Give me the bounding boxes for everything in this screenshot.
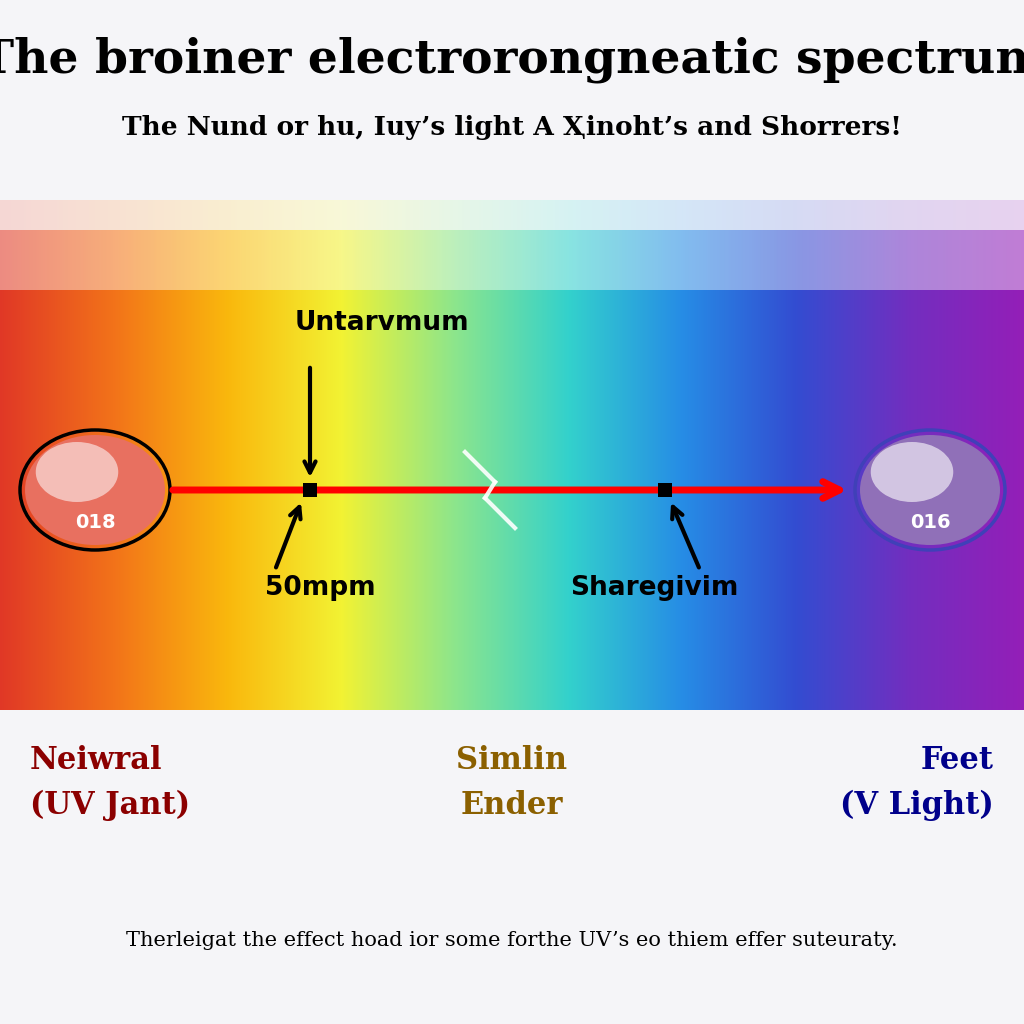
Text: 016: 016 bbox=[909, 512, 950, 531]
Text: (UV Jant): (UV Jant) bbox=[30, 790, 190, 821]
Text: 018: 018 bbox=[75, 512, 116, 531]
Text: The broiner electrorongneatic spectrum: The broiner electrorongneatic spectrum bbox=[0, 37, 1024, 83]
Text: Sharegivim: Sharegivim bbox=[570, 575, 738, 601]
Text: 50mpm: 50mpm bbox=[265, 575, 376, 601]
Text: Simlin: Simlin bbox=[457, 745, 567, 776]
Text: Untarvmum: Untarvmum bbox=[295, 310, 470, 336]
Bar bbox=[303, 483, 317, 497]
Text: Feet: Feet bbox=[921, 745, 994, 776]
Text: The Nund or hu, Iuy’s light A Ҳinoht’s and Shorrers!: The Nund or hu, Iuy’s light A Ҳinoht’s a… bbox=[122, 116, 902, 140]
Bar bbox=[658, 483, 672, 497]
Ellipse shape bbox=[36, 442, 118, 502]
Text: Therleigat the effect hoad ior some forthe UV’s eo thiem effer suteuraty.: Therleigat the effect hoad ior some fort… bbox=[126, 931, 898, 949]
Text: Neiwral: Neiwral bbox=[30, 745, 163, 776]
Text: Ender: Ender bbox=[461, 790, 563, 821]
Ellipse shape bbox=[870, 442, 953, 502]
Text: (V Light): (V Light) bbox=[841, 790, 994, 821]
Ellipse shape bbox=[25, 435, 165, 545]
Ellipse shape bbox=[860, 435, 1000, 545]
